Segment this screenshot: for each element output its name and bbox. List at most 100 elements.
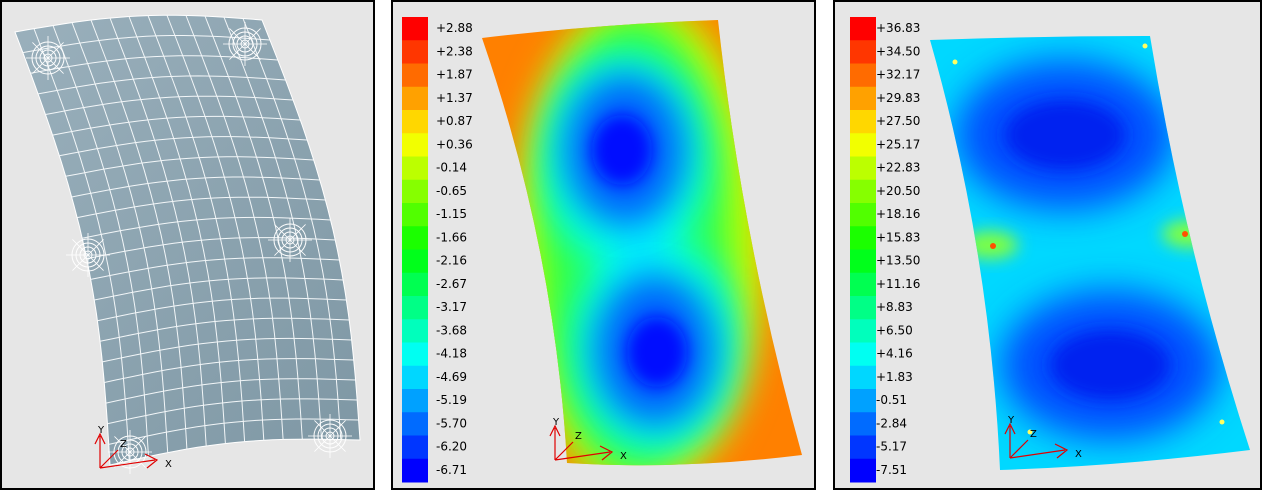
legend-swatch — [850, 156, 876, 181]
panel-3: +36.83 +34.50 +32.17 +29.83 +27.50 +25.17 +22.… — [833, 0, 1262, 490]
node-spoke — [314, 435, 331, 452]
mesh-line — [82, 216, 331, 239]
legend-swatch — [850, 63, 876, 88]
mesh-line — [204, 15, 303, 440]
mesh-line — [108, 418, 359, 445]
mesh-line — [128, 16, 226, 444]
node-spoke — [244, 43, 261, 60]
panel-2: +2.88 +2.38 +1.87 +1.37 +0.87 +0.36 -0.14 -0.65… — [391, 0, 816, 490]
mesh-line — [38, 75, 286, 95]
mesh-line — [94, 277, 344, 301]
legend-label: +32.17 — [876, 68, 920, 82]
triad-arrows — [549, 424, 614, 461]
triad-label: Z — [575, 431, 582, 442]
legend-label: +25.17 — [876, 137, 920, 151]
node-spoke — [229, 43, 246, 60]
legend-swatch — [850, 203, 876, 227]
legend-label: +1.83 — [876, 370, 913, 384]
legend-swatch — [402, 365, 428, 390]
node-spoke — [72, 239, 89, 256]
legend-label: -1.15 — [436, 207, 467, 221]
mesh-line — [104, 358, 354, 383]
node-spoke — [114, 436, 131, 453]
triad-label: X — [1075, 449, 1082, 460]
triad-label: X — [620, 451, 627, 462]
node-spoke — [72, 254, 89, 271]
legend-label: -5.17 — [876, 440, 907, 454]
legend-swatch — [402, 272, 428, 297]
triad-arrows — [1004, 422, 1069, 459]
legend-label: +2.88 — [436, 21, 473, 35]
legend-label: +6.50 — [876, 323, 913, 337]
node-spoke — [244, 28, 261, 45]
legend-label: -2.16 — [436, 254, 467, 268]
mesh-line — [71, 22, 169, 453]
legend-swatch — [850, 86, 876, 111]
mesh-line — [147, 15, 246, 442]
legend-label: +13.50 — [876, 254, 920, 268]
legend-swatch — [850, 249, 876, 274]
mesh-line — [107, 398, 358, 425]
legend-swatch — [850, 179, 876, 204]
legend-swatch — [402, 203, 428, 227]
legend-swatch — [850, 365, 876, 390]
node-spoke — [32, 42, 49, 59]
legend-label: +2.38 — [436, 44, 473, 58]
mesh-line — [77, 196, 326, 219]
mesh-line — [52, 115, 301, 136]
legend-swatch — [850, 296, 876, 320]
legend-label: -0.14 — [436, 161, 467, 175]
legend-label: -3.68 — [436, 323, 467, 337]
legend-swatch — [402, 86, 428, 111]
mesh — [14, 14, 361, 474]
mesh-line — [223, 17, 322, 440]
legend-swatch — [850, 389, 876, 413]
legend-label: -2.84 — [876, 416, 907, 430]
legend-swatch — [402, 249, 428, 274]
node-spoke — [47, 57, 64, 74]
legend-swatch — [850, 458, 876, 483]
legend-swatch — [850, 412, 876, 436]
mesh-line — [65, 156, 314, 177]
mesh-line — [90, 19, 188, 450]
legend-swatch — [850, 435, 876, 460]
node-spoke — [329, 435, 346, 452]
plate — [14, 14, 361, 466]
legend-swatch — [850, 133, 876, 157]
legend: +36.83 +34.50 +32.17 +29.83 +27.50 +25.17 +22.… — [850, 17, 920, 483]
legend-label: +22.83 — [876, 161, 920, 175]
legend-swatch — [850, 226, 876, 250]
node-spoke — [229, 28, 246, 45]
legend: +2.88 +2.38 +1.87 +1.37 +0.87 +0.36 -0.14 -0.65… — [402, 17, 473, 483]
node-spoke — [289, 239, 306, 256]
legend-swatch — [402, 226, 428, 250]
legend-swatch — [402, 133, 428, 157]
legend-swatch — [850, 272, 876, 297]
node-spoke — [129, 451, 146, 468]
node-spoke — [274, 224, 291, 241]
legend-swatch — [850, 342, 876, 367]
legend-swatch — [402, 296, 428, 320]
mesh-line — [45, 95, 294, 115]
legend-swatch — [402, 412, 428, 436]
triad-label: Y — [552, 417, 560, 428]
legend-swatch — [402, 458, 428, 483]
legend-label: +27.50 — [876, 114, 920, 128]
legend-swatch — [402, 156, 428, 181]
node-spoke — [129, 436, 146, 453]
mesh-line — [90, 257, 340, 280]
legend-label: -0.51 — [876, 393, 907, 407]
legend-swatch — [402, 17, 428, 41]
legend-label: +4.16 — [876, 347, 913, 361]
legend-swatch — [850, 319, 876, 343]
mesh-line — [109, 17, 207, 447]
mesh-line — [71, 176, 320, 198]
triad-label: Y — [97, 425, 105, 436]
legend-label: -6.71 — [436, 463, 467, 477]
mesh-line — [242, 18, 342, 440]
node-spoke — [329, 420, 346, 437]
legend-swatch — [402, 40, 428, 64]
axis-triads: Y Z X Y Z X Y Z X — [94, 415, 1082, 470]
node-spoke — [32, 57, 49, 74]
legend-label: +36.83 — [876, 21, 920, 35]
